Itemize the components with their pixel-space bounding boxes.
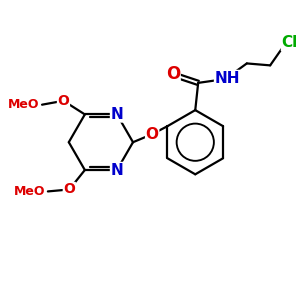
Text: N: N (111, 107, 123, 122)
Text: O: O (146, 127, 159, 142)
Text: NH: NH (214, 70, 240, 86)
Text: O: O (63, 182, 75, 197)
Text: N: N (111, 163, 123, 178)
Text: O: O (58, 94, 69, 108)
Text: O: O (166, 65, 180, 83)
Text: MeO: MeO (8, 98, 39, 111)
Text: Cl: Cl (281, 35, 298, 50)
Text: MeO: MeO (14, 185, 45, 198)
